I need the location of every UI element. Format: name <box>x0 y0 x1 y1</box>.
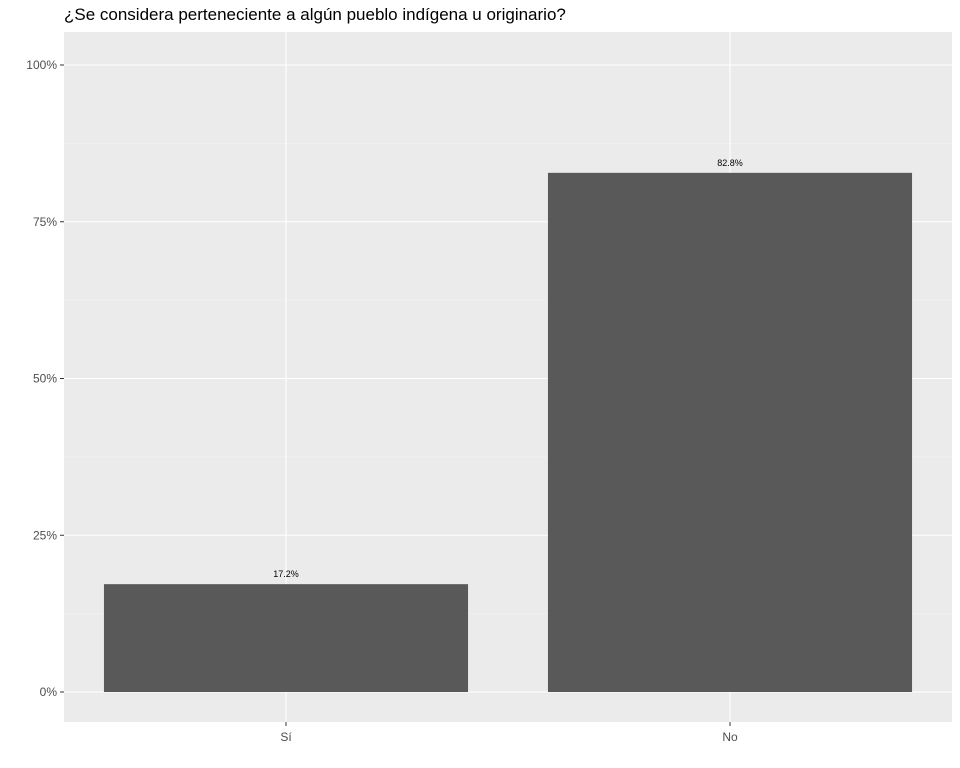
x-axis: Sí No <box>280 722 738 744</box>
data-label: 17.2% <box>273 569 299 579</box>
x-tick-label: Sí <box>280 730 292 744</box>
bar-No <box>547 172 913 692</box>
y-tick-label: 100% <box>26 58 57 72</box>
bars <box>103 172 913 692</box>
y-tick-label: 50% <box>33 372 57 386</box>
x-tick-label: No <box>722 730 738 744</box>
y-tick-label: 0% <box>40 685 58 699</box>
data-labels: 17.2% 82.8% <box>273 158 743 579</box>
bar-Sí <box>103 584 469 692</box>
chart-title: ¿Se considera perteneciente a algún pueb… <box>64 5 566 24</box>
data-label: 82.8% <box>717 158 743 168</box>
y-tick-label: 25% <box>33 528 57 542</box>
y-tick-label: 75% <box>33 215 57 229</box>
y-axis: 0% 25% 50% 75% 100% <box>26 58 64 699</box>
